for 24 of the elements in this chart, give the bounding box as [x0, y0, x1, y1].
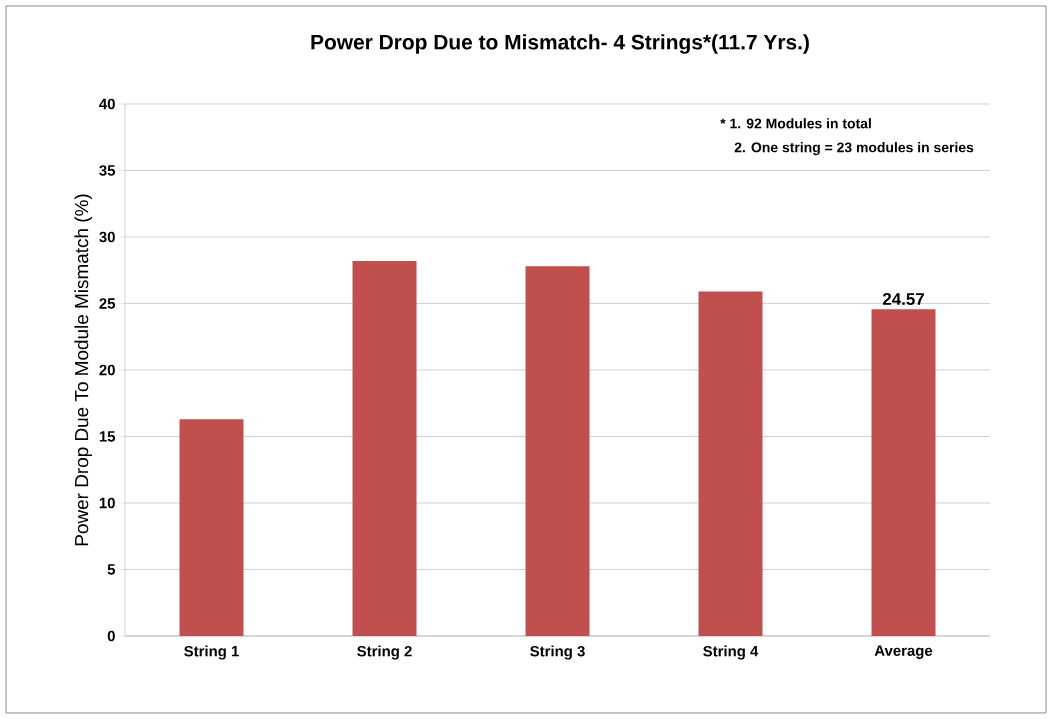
y-tick-label: 15	[99, 431, 116, 442]
y-tick-label: 20	[99, 364, 115, 376]
annotation: 2. One string = 23 modules in series	[734, 142, 974, 156]
bar	[698, 291, 763, 636]
y-tick-label: 0	[107, 630, 115, 642]
bar	[871, 309, 936, 636]
y-tick-label: 10	[99, 497, 115, 509]
y-tick-label: 25	[99, 298, 116, 309]
y-tick-label: 35	[99, 165, 116, 176]
x-tick-label: Average	[874, 645, 933, 659]
chart-title: Power Drop Due to Mismatch- 4 Strings*(11.7 Yrs.)	[311, 34, 809, 54]
y-tick-label: 5	[107, 564, 116, 575]
bar	[525, 266, 590, 636]
y-axis-title: Power Drop Due To Module Mismatch (%)	[74, 194, 93, 546]
bar	[179, 419, 244, 636]
x-tick-label: String 4	[703, 645, 759, 660]
x-tick-label: String 2	[357, 645, 412, 660]
data-label: 24.57	[882, 293, 924, 306]
x-tick-label: String 1	[184, 645, 239, 660]
annotation: * 1. 92 Modules in total	[720, 118, 871, 129]
bar	[352, 260, 417, 636]
x-tick-label: String 3	[530, 645, 585, 660]
y-tick-label: 30	[99, 231, 115, 243]
y-tick-label: 40	[99, 98, 115, 110]
